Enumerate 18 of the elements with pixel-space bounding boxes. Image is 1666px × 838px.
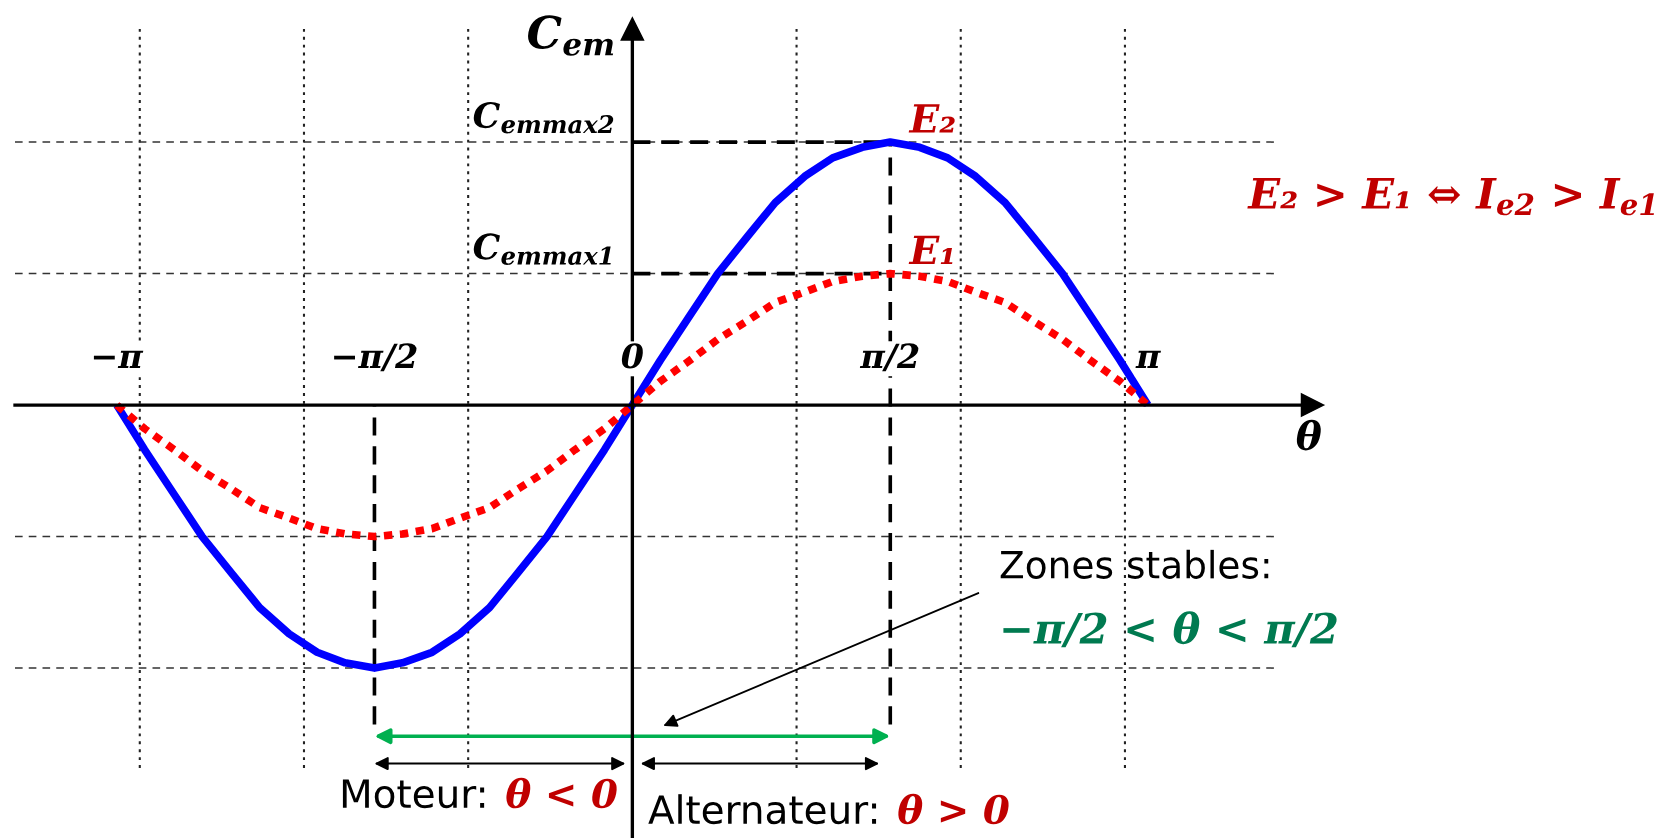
x-tick-label: −π/2 [334,343,417,372]
text: θ > 0 [898,793,1009,825]
ref-line-label: C$_{emmax2}$ [473,101,614,134]
annotation: −π/2 < θ < π/2 [1003,611,1337,648]
annotation: Zones stables: [1000,549,1269,579]
x-axis-title: θ [1296,419,1321,451]
annotation: E₂ > E₁ ⇔ I$_{e2}$ > I$_{e1}$ [1247,178,1654,216]
text: Moteur: [342,779,485,809]
series-label: E₁ [908,235,953,265]
text: Alternateur: [648,794,877,825]
series-label: E₂ [908,104,955,133]
x-tick-label: 0 [621,343,643,369]
y-axis-title: C$_{em}$ [528,15,614,56]
x-tick-label: π/2 [859,343,919,372]
x-tick-label: −π [93,350,144,369]
text: θ < 0 [506,777,617,809]
x-tick-label: π [1135,350,1161,369]
ref-line-label: C$_{emmax1}$ [473,233,611,265]
